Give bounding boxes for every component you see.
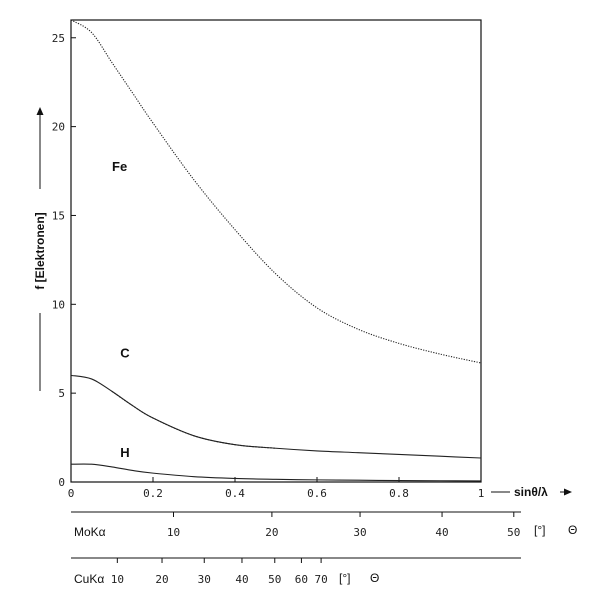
series-h-label: H (120, 445, 129, 460)
cu-scale-name: CuKα (74, 572, 104, 586)
cu-scale-symbol: Θ (370, 571, 379, 585)
series-fe-line (70, 19, 482, 364)
y-tick-label: 5 (58, 387, 65, 400)
y-axis-label: f [Elektronen] (33, 212, 47, 289)
y-tick-label: 25 (52, 32, 65, 45)
y-tick-label: 0 (58, 476, 65, 489)
cu-scale-label: CuKα (74, 572, 104, 586)
mo-theta-scale: MoKα [°] Θ 10 20 30 40 50 (71, 511, 577, 539)
x-axis-label: sinθ/λ (514, 485, 548, 499)
series-labels: Fe C H (112, 159, 130, 460)
cu-tick-label: 20 (155, 573, 168, 586)
y-label-arrowhead (36, 107, 44, 115)
cu-tick-label: 60 (295, 573, 308, 586)
y-axis-label-group: f [Elektronen] (33, 107, 47, 391)
cu-tick-label: 30 (198, 573, 211, 586)
x-axis: 0 0.2 0.4 0.6 0.8 1 (68, 477, 485, 500)
x-tick-label: 1 (478, 487, 485, 500)
y-axis: 0 5 10 15 20 25 (52, 32, 76, 489)
data-series (70, 19, 482, 482)
mo-tick-label: 40 (435, 526, 448, 539)
cu-tick-label: 70 (314, 573, 327, 586)
x-label-arrowhead (564, 488, 572, 496)
x-tick-label: 0.4 (225, 487, 245, 500)
x-tick-label: 0.8 (389, 487, 409, 500)
mo-scale-name: MoKα (74, 525, 106, 539)
mo-scale-ticks: 10 20 30 40 50 (167, 512, 520, 539)
x-tick-label: 0.6 (307, 487, 327, 500)
series-c-dots (111, 390, 277, 449)
series-fe-label: Fe (112, 159, 127, 174)
series-c-label: C (120, 346, 130, 361)
mo-tick-label: 30 (353, 526, 366, 539)
x-axis-label-group: sinθ/λ (491, 485, 572, 499)
y-tick-label: 20 (52, 121, 65, 134)
x-tick-label: 0.2 (143, 487, 163, 500)
series-h-line (70, 463, 482, 482)
y-tick-label: 15 (52, 209, 65, 222)
y-tick-label: 10 (52, 298, 65, 311)
cu-tick-label: 10 (111, 573, 124, 586)
mo-scale-symbol: Θ (568, 523, 577, 537)
x-tick-label: 0 (68, 487, 75, 500)
mo-tick-label: 10 (167, 526, 180, 539)
series-c-line (70, 374, 482, 459)
cu-tick-label: 50 (268, 573, 281, 586)
cu-scale-ticks: 10 20 30 40 50 60 70 (111, 558, 328, 586)
cu-scale-unit: [°] (339, 571, 350, 585)
mo-scale-label: MoKα (74, 525, 106, 539)
mo-tick-label: 50 (507, 526, 520, 539)
mo-tick-label: 20 (265, 526, 278, 539)
cu-theta-scale: CuKα [°] Θ 10 20 30 40 50 60 70 (71, 557, 521, 586)
plot-frame (70, 19, 482, 483)
mo-scale-unit: [°] (534, 523, 545, 537)
cu-tick-label: 40 (235, 573, 248, 586)
